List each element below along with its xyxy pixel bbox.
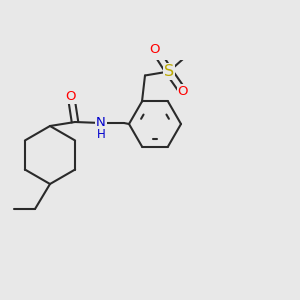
Text: O: O [66, 89, 76, 103]
Text: H: H [97, 128, 105, 140]
Text: S: S [164, 64, 174, 79]
Text: N: N [96, 116, 106, 130]
Text: O: O [150, 43, 160, 56]
Text: O: O [178, 85, 188, 98]
